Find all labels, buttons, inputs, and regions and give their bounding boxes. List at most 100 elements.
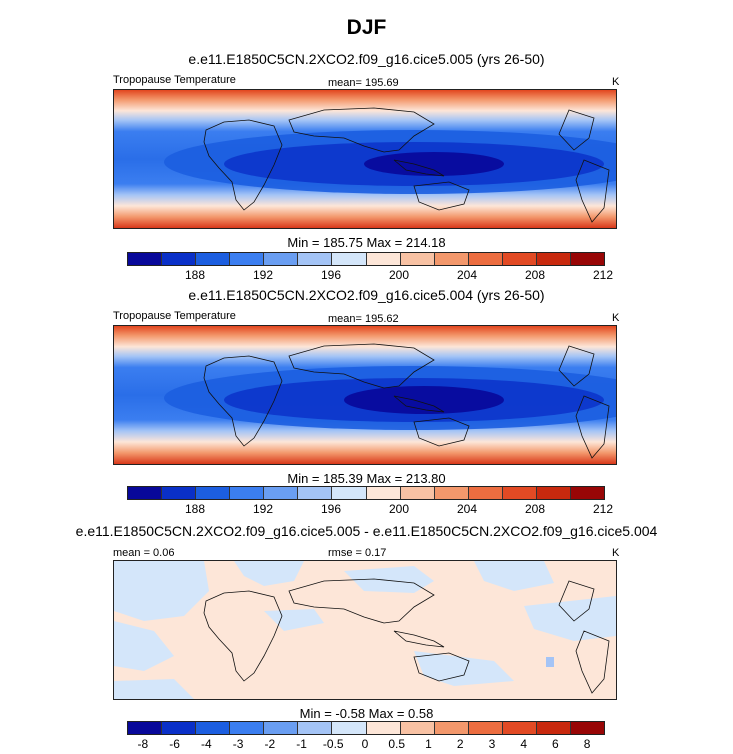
colorbar-swatch (468, 722, 503, 734)
colorbar-swatch (128, 253, 163, 265)
colorbar-swatch (128, 722, 163, 734)
colorbar-tick-label: -0.5 (322, 737, 344, 751)
colorbar-swatch (332, 253, 367, 265)
panel3-rmse-label: rmse = 0.17 (328, 547, 387, 559)
colorbar-swatch (571, 253, 605, 265)
panel1-left-label: Tropopause Temperature (113, 74, 236, 86)
colorbar-swatch (230, 253, 265, 265)
colorbar-tick-label: 2 (456, 737, 464, 751)
colorbar-tick-label: 200 (388, 268, 410, 282)
panel1-title: e.e11.E1850C5CN.2XCO2.f09_g16.cice5.005 … (188, 51, 545, 67)
colorbar-swatch (468, 253, 503, 265)
colorbar-swatch (264, 487, 299, 499)
colorbar-tick-label: 0.5 (388, 737, 406, 751)
colorbar-tick-label: -3 (232, 737, 244, 751)
colorbar-tick-label: 188 (184, 502, 206, 516)
panel3-mean-label: mean = 0.06 (113, 547, 175, 559)
colorbar-swatch (536, 487, 572, 499)
colorbar-swatch (196, 253, 231, 265)
panel3-map-svg (114, 561, 616, 699)
colorbar-tick-label: 1 (425, 737, 432, 751)
panel3-title: e.e11.E1850C5CN.2XCO2.f09_g16.cice5.005 … (75, 523, 658, 539)
colorbar-swatch (502, 487, 537, 499)
panel2-mean-label: mean= 195.62 (328, 313, 399, 325)
colorbar-tick-label: 208 (524, 268, 546, 282)
colorbar-swatch (468, 487, 503, 499)
colorbar-swatch (366, 253, 401, 265)
colorbar-tick-label: 6 (552, 737, 559, 751)
colorbar-swatch (536, 722, 572, 734)
colorbar-tick-label: 196 (320, 268, 342, 282)
panel1-units-label: K (612, 76, 620, 88)
panel1-coastlines (203, 107, 610, 223)
colorbar-swatch (400, 487, 435, 499)
colorbar-swatch (571, 487, 605, 499)
colorbar-tick-label: 204 (456, 268, 478, 282)
colorbar-swatch (332, 722, 367, 734)
colorbar-swatch (230, 722, 265, 734)
colorbar-swatch (434, 487, 469, 499)
panel1-mean-label: mean= 195.69 (328, 77, 399, 89)
colorbar-tick-label: 212 (592, 502, 614, 516)
colorbar-swatch (162, 487, 197, 499)
colorbar-tick-label: -8 (137, 737, 149, 751)
colorbar-tick-label: 208 (524, 502, 546, 516)
colorbar-tick-label: -4 (200, 737, 212, 751)
panel2-left-label: Tropopause Temperature (113, 310, 236, 322)
colorbar-tick-label: 192 (252, 268, 274, 282)
colorbar-swatch (128, 487, 163, 499)
panel1-minmax: Min = 185.75 Max = 214.18 (287, 235, 446, 250)
colorbar-swatch (162, 253, 197, 265)
panel2-units-label: K (612, 312, 620, 324)
colorbar-tick-label: -1 (296, 737, 307, 751)
panel2-colorbar-ticks: 188 192 196 200 204 208 212 (127, 502, 613, 516)
panel2-map-svg (114, 326, 616, 464)
colorbar-swatch (366, 722, 401, 734)
panel3-minmax: Min = -0.58 Max = 0.58 (299, 706, 434, 721)
colorbar-swatch (536, 253, 572, 265)
panel3-units-label: K (612, 547, 620, 559)
colorbar-tick-label: 204 (456, 502, 478, 516)
panel2-map (113, 325, 617, 465)
panel3-colorbar (127, 721, 605, 735)
colorbar-swatch (264, 722, 299, 734)
colorbar-swatch (502, 253, 537, 265)
panel3-map (113, 560, 617, 700)
colorbar-tick-label: 188 (184, 268, 206, 282)
colorbar-swatch (571, 722, 605, 734)
panel2-colorbar (127, 486, 605, 500)
colorbar-tick-label: 212 (592, 268, 614, 282)
panel3-coastlines (203, 578, 610, 694)
colorbar-swatch (196, 487, 231, 499)
colorbar-tick-label: 8 (583, 737, 591, 751)
colorbar-tick-label: -2 (264, 737, 276, 751)
colorbar-swatch (298, 487, 333, 499)
colorbar-swatch (400, 722, 435, 734)
colorbar-swatch (162, 722, 197, 734)
season-title: DJF (346, 16, 387, 39)
colorbar-swatch (502, 722, 537, 734)
colorbar-swatch (434, 722, 469, 734)
colorbar-swatch (400, 253, 435, 265)
panel1-colorbar (127, 252, 605, 266)
colorbar-tick-label: 3 (488, 737, 496, 751)
colorbar-swatch (298, 253, 333, 265)
colorbar-swatch (264, 253, 299, 265)
colorbar-swatch (434, 253, 469, 265)
panel2-title: e.e11.E1850C5CN.2XCO2.f09_g16.cice5.004 … (188, 287, 545, 303)
panel1-colorbar-ticks: 188 192 196 200 204 208 212 (127, 268, 613, 282)
colorbar-tick-label: 200 (388, 502, 410, 516)
colorbar-tick-label: 0 (361, 737, 369, 751)
colorbar-tick-label: 192 (252, 502, 274, 516)
colorbar-swatch (196, 722, 231, 734)
colorbar-swatch (230, 487, 265, 499)
colorbar-swatch (332, 487, 367, 499)
panel1-map (113, 89, 617, 229)
colorbar-tick-label: 196 (320, 502, 342, 516)
colorbar-swatch (298, 722, 333, 734)
colorbar-tick-label: 4 (520, 737, 527, 751)
panel2-coastlines (203, 343, 610, 459)
panel1-map-svg (114, 90, 616, 228)
panel3-colorbar-ticks: -8 -6 -4 -3 -2 -1 -0.5 0 0.5 1 2 3 4 6 8 (127, 737, 603, 751)
colorbar-tick-label: -6 (169, 737, 180, 751)
